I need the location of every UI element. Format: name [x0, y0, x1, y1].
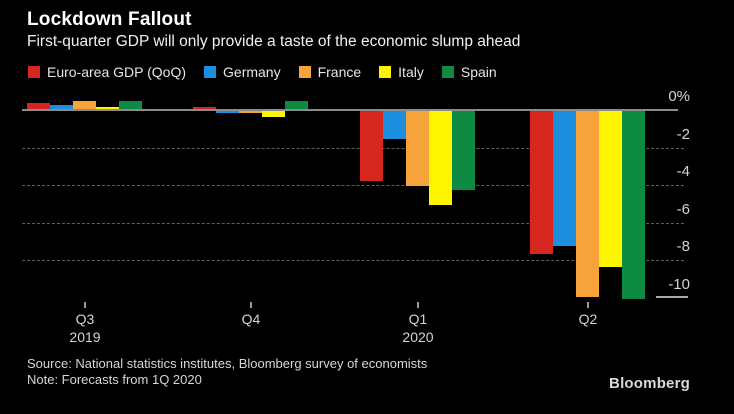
- legend-label: France: [317, 64, 362, 80]
- bar-italy-q2-2020: [599, 111, 622, 267]
- legend-label: Spain: [460, 64, 497, 80]
- x-axis-label-q1: Q1: [408, 311, 428, 327]
- x-axis-year-2019: 2019: [69, 329, 101, 345]
- bar-france-q3-2019: [73, 101, 96, 109]
- bar-france-q4-2019: [239, 111, 262, 113]
- legend-label: Italy: [398, 64, 424, 80]
- legend-swatch-icon: [204, 66, 217, 78]
- bar-euro-area-gdp-qoq-q3-2019: [27, 103, 50, 109]
- bar-france-q2-2020: [576, 111, 599, 297]
- legend-item-italy: Italy: [379, 64, 424, 80]
- x-tick-q2: [587, 302, 589, 308]
- legend-item-france: France: [298, 64, 362, 80]
- x-axis-label-q2: Q2: [578, 311, 598, 327]
- legend: Euro-area GDP (QoQ) Germany France Italy Spa…: [28, 64, 497, 80]
- bar-spain-q4-2019: [285, 101, 308, 109]
- chart-subtitle: First-quarter GDP will only provide a ta…: [27, 33, 521, 50]
- bar-euro-area-gdp-qoq-q4-2019: [193, 107, 216, 109]
- gridline--8: [22, 260, 684, 261]
- bar-italy-q3-2019: [96, 107, 119, 109]
- y-axis-label-0: 0%: [668, 88, 690, 105]
- legend-swatch-icon: [441, 66, 454, 78]
- zero-axis-line: [22, 109, 678, 111]
- y-axis-label-6: -6: [676, 201, 690, 218]
- legend-item-euro-area-gdp-qoq: Euro-area GDP (QoQ): [28, 64, 186, 80]
- bar-germany-q2-2020: [553, 111, 576, 246]
- legend-label: Euro-area GDP (QoQ): [47, 64, 187, 80]
- x-axis-year-2020: 2020: [402, 329, 434, 345]
- bar-spain-q1-2020: [452, 111, 475, 190]
- x-axis-label-q4: Q4: [241, 311, 261, 327]
- bar-spain-q2-2020: [622, 111, 645, 299]
- x-tick-q4: [250, 302, 252, 308]
- legend-item-germany: Germany: [204, 64, 281, 80]
- bar-france-q1-2020: [406, 111, 429, 186]
- bar-germany-q3-2019: [50, 105, 73, 109]
- legend-label: Germany: [223, 64, 281, 80]
- bloomberg-logo: Bloomberg: [609, 375, 690, 392]
- bar-italy-q1-2020: [429, 111, 452, 205]
- legend-item-spain: Spain: [441, 64, 497, 80]
- bar-euro-area-gdp-qoq-q1-2020: [360, 111, 383, 181]
- y-axis-label-10: -10: [668, 276, 690, 293]
- bar-germany-q1-2020: [383, 111, 406, 139]
- bar-italy-q4-2019: [262, 111, 285, 117]
- gridline--10-segment: [656, 296, 688, 298]
- note-text: Note: Forecasts from 1Q 2020: [27, 372, 202, 387]
- gridline--2: [22, 148, 684, 149]
- x-tick-q3: [84, 302, 86, 308]
- source-text: Source: National statistics institutes, …: [27, 356, 428, 371]
- y-axis-label-4: -4: [676, 163, 690, 180]
- bar-germany-q4-2019: [216, 111, 239, 113]
- bar-spain-q3-2019: [119, 101, 142, 109]
- bar-euro-area-gdp-qoq-q2-2020: [530, 111, 553, 254]
- legend-swatch-icon: [298, 66, 311, 78]
- x-tick-q1: [417, 302, 419, 308]
- gridline--4: [22, 185, 684, 186]
- chart-title: Lockdown Fallout: [27, 9, 192, 30]
- legend-swatch-icon: [379, 66, 392, 78]
- gridline--6: [22, 223, 684, 224]
- y-axis-label-2: -2: [676, 126, 690, 143]
- x-axis-label-q3: Q3: [75, 311, 95, 327]
- y-axis-label-8: -8: [676, 238, 690, 255]
- legend-swatch-icon: [28, 66, 40, 78]
